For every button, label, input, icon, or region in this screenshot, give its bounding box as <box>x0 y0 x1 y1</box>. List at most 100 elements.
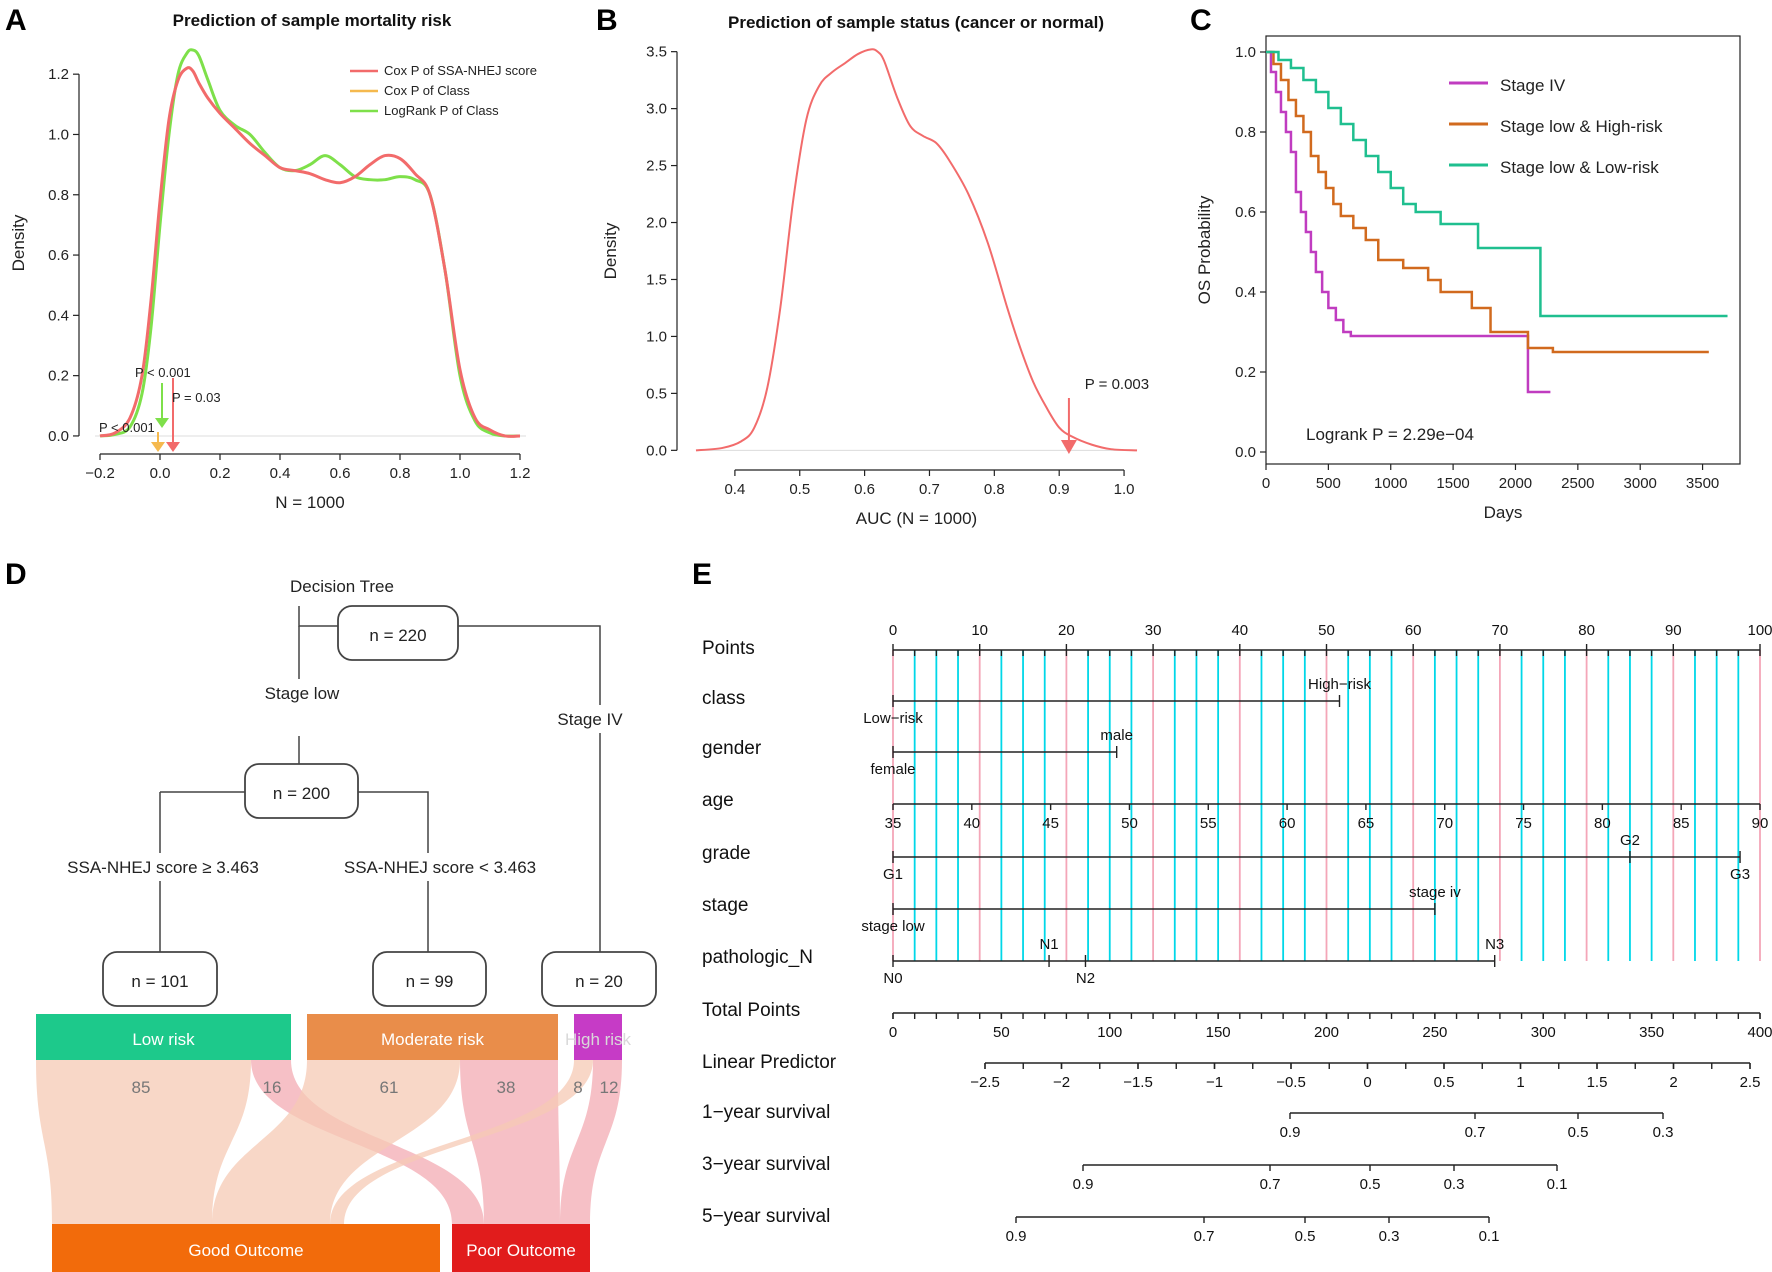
node-leaf-2-box <box>372 951 487 1007</box>
panel-b-auc-density-chart: 0.4 0.5 0.6 0.7 0.8 0.9 1.0 0.0 0.5 1.0 1.5 2.0 2.5 3… <box>601 13 1149 528</box>
nomogram-row-label: Total Points <box>702 1000 800 1021</box>
nomogram-tick-label: 0.7 <box>1194 1228 1215 1245</box>
x-tick-label: 500 <box>1316 475 1341 492</box>
y-tick-label: 1.0 <box>646 328 667 345</box>
nomogram-tick-label: stage low <box>861 918 925 935</box>
x-tick-label: 0 <box>1262 475 1270 492</box>
nomogram-tick-label: 100 <box>1097 1024 1122 1041</box>
nomogram-tick-label: 300 <box>1531 1024 1556 1041</box>
nomogram-tick-label: 90 <box>1665 622 1682 639</box>
arrow-head <box>1060 440 1077 454</box>
nomogram-row-label: class <box>702 688 745 709</box>
arrow-red-head <box>166 442 180 452</box>
nomogram-row-label: grade <box>702 843 751 864</box>
flow-value: 38 <box>497 1078 516 1097</box>
x-tick-label: 2500 <box>1561 475 1594 492</box>
nomogram-tick-label: 35 <box>885 815 902 832</box>
nomogram-tick-label: 250 <box>1422 1024 1447 1041</box>
nomogram-tick-label: 10 <box>971 622 988 639</box>
nomogram-tick-label: N3 <box>1485 936 1504 953</box>
nomogram-tick-label: −0.5 <box>1276 1074 1306 1091</box>
y-axis-title: Density <box>601 222 620 279</box>
annotation: P < 0.001 <box>135 365 191 380</box>
y-tick-label: 0.0 <box>48 428 69 445</box>
y-tick-label: 0.8 <box>1235 124 1256 141</box>
density-line-cox-p-of-ssa-nhej-score <box>99 66 521 438</box>
nomogram-tick-label: 60 <box>1279 815 1296 832</box>
flow-value: 8 <box>573 1078 582 1097</box>
panel-d-decision-tree: Decision Tree n = 220 n = 200 n = 101 n = 99… <box>22 577 657 1272</box>
sankey-flow <box>460 1060 560 1224</box>
nomogram-row-label: age <box>702 790 734 811</box>
nomogram-tick-label: 2 <box>1669 1074 1677 1091</box>
edge-label-score-ge-bg <box>22 853 304 881</box>
legend-label: Cox P of Class <box>384 83 470 98</box>
nomogram-tick-label: 80 <box>1578 622 1595 639</box>
y-tick-label: 0.0 <box>1235 444 1256 461</box>
nomogram-tick-label: 0.9 <box>1006 1228 1027 1245</box>
sankey-flow <box>212 1060 460 1224</box>
nomogram-tick-label: 70 <box>1492 622 1509 639</box>
node-root-box <box>337 605 459 661</box>
risk-bar-label: High risk <box>565 1030 632 1049</box>
edge-label-stage-iv: Stage IV <box>557 710 623 729</box>
outcome-bar-0 <box>52 1224 440 1272</box>
node-stage-low-box <box>244 763 359 819</box>
node-root-label: n = 220 <box>369 626 426 645</box>
nomogram-tick-label: 0 <box>889 1024 897 1041</box>
y-tick-label: 1.2 <box>48 66 69 83</box>
nomogram-tick-label: 45 <box>1042 815 1059 832</box>
tree-edge <box>458 625 601 968</box>
plot-frame <box>1265 35 1741 465</box>
nomogram-tick-label: 2.5 <box>1740 1074 1761 1091</box>
flow-value: 16 <box>263 1078 282 1097</box>
nomogram-tick-label: 0.5 <box>1360 1176 1381 1193</box>
nomogram-tick-label: N2 <box>1076 970 1095 987</box>
x-tick-label: 1.0 <box>1114 481 1135 498</box>
y-tick-label: 2.0 <box>646 215 667 232</box>
x-tick-label: 1500 <box>1436 475 1469 492</box>
nomogram-tick-label: G3 <box>1730 866 1750 883</box>
x-tick-label: 0.5 <box>789 481 810 498</box>
nomogram-tick-label: 80 <box>1594 815 1611 832</box>
panel-a-density-chart: −0.2 0.0 0.2 0.4 0.6 0.8 1.0 1.2 0.0 0.2 0.4 0.6 0.8… <box>9 11 537 512</box>
nomogram-tick-label: −1.5 <box>1123 1074 1153 1091</box>
x-tick-label: 0.7 <box>919 481 940 498</box>
risk-bar-1 <box>307 1014 558 1060</box>
nomogram-row-label: 1−year survival <box>702 1102 830 1123</box>
legend-label: LogRank P of Class <box>384 103 499 118</box>
nomogram-row-label: 5−year survival <box>702 1206 830 1227</box>
nomogram-tick-label: −2.5 <box>970 1074 1000 1091</box>
risk-bar-0 <box>36 1014 291 1060</box>
y-tick-label: 0.0 <box>646 442 667 459</box>
y-tick-label: 0.2 <box>1235 364 1256 381</box>
sankey-flow <box>36 1060 251 1224</box>
x-tick-label: 3500 <box>1686 475 1719 492</box>
x-tick-label: −0.2 <box>85 465 115 482</box>
nomogram-tick-label: 75 <box>1515 815 1532 832</box>
nomogram-tick-label: 60 <box>1405 622 1422 639</box>
x-tick-label: 2000 <box>1499 475 1532 492</box>
y-axis-title: OS Probability <box>1195 195 1214 304</box>
sankey-flow <box>560 1060 622 1224</box>
nomogram-tick-label: 0.3 <box>1444 1176 1465 1193</box>
y-tick-label: 0.6 <box>1235 204 1256 221</box>
nomogram-tick-label: 0.5 <box>1434 1074 1455 1091</box>
x-axis-title: N = 1000 <box>275 493 344 512</box>
nomogram-tick-label: 0.5 <box>1295 1228 1316 1245</box>
nomogram-tick-label: 30 <box>1145 622 1162 639</box>
nomogram-tick-label: 20 <box>1058 622 1075 639</box>
nomogram-tick-label: 0.3 <box>1379 1228 1400 1245</box>
nomogram-tick-label: 0.7 <box>1260 1176 1281 1193</box>
nomogram-tick-label: −2 <box>1053 1074 1070 1091</box>
nomogram-tick-label: male <box>1100 727 1133 744</box>
x-tick-label: 0.4 <box>724 481 745 498</box>
y-tick-label: 2.5 <box>646 158 667 175</box>
nomogram-tick-label: 40 <box>963 815 980 832</box>
nomogram-tick-label: 85 <box>1673 815 1690 832</box>
nomogram-tick-label: 55 <box>1200 815 1217 832</box>
nomogram-tick-label: 50 <box>993 1024 1010 1041</box>
legend-label: Stage low & High-risk <box>1500 117 1663 136</box>
panel-c-survival-chart: 0 500 1000 1500 2000 2500 3000 3500 0.0 0.2 0.4 0.6… <box>1195 35 1741 522</box>
auc-density-line <box>695 48 1138 452</box>
